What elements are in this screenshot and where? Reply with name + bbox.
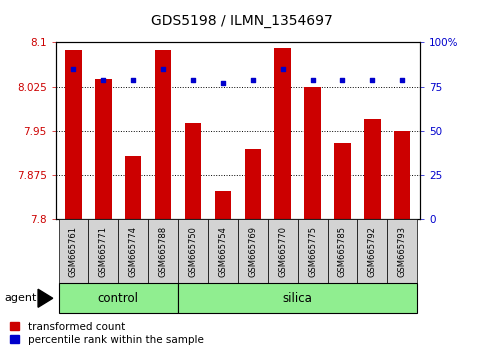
Text: GSM665761: GSM665761 bbox=[69, 226, 78, 277]
Text: GSM665775: GSM665775 bbox=[308, 226, 317, 277]
Text: GSM665769: GSM665769 bbox=[248, 226, 257, 277]
Point bbox=[249, 77, 256, 82]
Text: agent: agent bbox=[5, 293, 37, 303]
Bar bbox=[95, 79, 112, 219]
Bar bbox=[148, 219, 178, 283]
Bar bbox=[58, 219, 88, 283]
Bar bbox=[215, 191, 231, 219]
Bar bbox=[155, 50, 171, 219]
Text: GSM665785: GSM665785 bbox=[338, 226, 347, 277]
Polygon shape bbox=[38, 289, 53, 307]
Point bbox=[339, 77, 346, 82]
Bar bbox=[334, 143, 351, 219]
Point bbox=[99, 77, 107, 82]
Text: GSM665754: GSM665754 bbox=[218, 226, 227, 277]
Bar bbox=[394, 131, 411, 219]
Bar bbox=[327, 219, 357, 283]
Bar bbox=[58, 283, 178, 313]
Point bbox=[279, 66, 286, 72]
Text: GSM665774: GSM665774 bbox=[129, 226, 138, 277]
Text: GDS5198 / ILMN_1354697: GDS5198 / ILMN_1354697 bbox=[151, 14, 332, 28]
Point bbox=[309, 77, 316, 82]
Text: GSM665770: GSM665770 bbox=[278, 226, 287, 277]
Bar bbox=[268, 219, 298, 283]
Bar bbox=[125, 156, 142, 219]
Bar bbox=[298, 219, 327, 283]
Text: GSM665750: GSM665750 bbox=[188, 226, 198, 277]
Bar bbox=[357, 219, 387, 283]
Bar bbox=[244, 149, 261, 219]
Text: GSM665771: GSM665771 bbox=[99, 226, 108, 277]
Bar bbox=[274, 48, 291, 219]
Bar bbox=[185, 123, 201, 219]
Point bbox=[398, 77, 406, 82]
Point bbox=[219, 80, 227, 86]
Point bbox=[369, 77, 376, 82]
Bar bbox=[387, 219, 417, 283]
Point bbox=[129, 77, 137, 82]
Point bbox=[189, 77, 197, 82]
Legend: transformed count, percentile rank within the sample: transformed count, percentile rank withi… bbox=[10, 322, 204, 345]
Bar bbox=[118, 219, 148, 283]
Bar bbox=[238, 219, 268, 283]
Bar bbox=[88, 219, 118, 283]
Text: silica: silica bbox=[283, 292, 313, 305]
Bar bbox=[65, 50, 82, 219]
Text: GSM665788: GSM665788 bbox=[158, 226, 168, 277]
Point bbox=[159, 66, 167, 72]
Point bbox=[70, 66, 77, 72]
Bar bbox=[208, 219, 238, 283]
Text: GSM665792: GSM665792 bbox=[368, 226, 377, 277]
Bar bbox=[178, 219, 208, 283]
Bar bbox=[364, 119, 381, 219]
Bar bbox=[178, 283, 417, 313]
Bar bbox=[304, 87, 321, 219]
Text: GSM665793: GSM665793 bbox=[398, 226, 407, 277]
Text: control: control bbox=[98, 292, 139, 305]
